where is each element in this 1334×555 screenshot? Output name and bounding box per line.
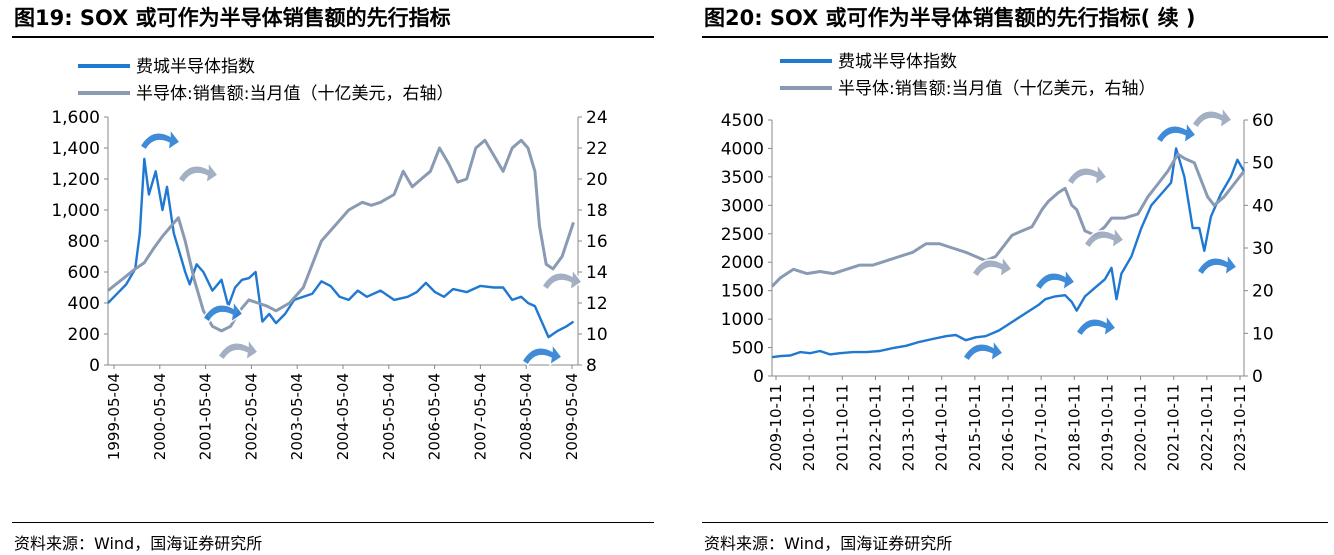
y-tick-label-left: 1,000 <box>51 201 100 221</box>
source-note: 资料来源：Wind，国海证券研究所 <box>704 534 953 553</box>
y-tick-label-left: 0 <box>753 367 764 387</box>
series-line-sox <box>771 147 1246 359</box>
y-tick-label-left: 1000 <box>721 310 764 330</box>
chart-title: 图20: SOX 或可作为半导体销售额的先行指标( 续 ) <box>704 6 1196 30</box>
x-tick-label: 1999-05-04 <box>105 373 123 460</box>
x-tick-label: 2006-05-04 <box>426 373 444 460</box>
y-tick-label-left: 1,400 <box>51 139 100 159</box>
y-tick-label-right: 30 <box>1252 239 1274 259</box>
trend-arrow-icon <box>1195 251 1239 277</box>
chart-panel-fig20: 图20: SOX 或可作为半导体销售额的先行指标( 续 ) 费城半导体指数半导体… <box>690 0 1334 555</box>
legend-label: 费城半导体指数 <box>136 57 255 77</box>
x-tick-label: 2012-10-11 <box>866 384 884 471</box>
x-tick-label: 2008-05-04 <box>517 373 535 460</box>
x-tick-label: 2003-05-04 <box>288 373 306 460</box>
x-tick-label: 2004-05-04 <box>334 373 352 460</box>
title-divider <box>702 36 1328 38</box>
y-tick-label-right: 24 <box>586 108 608 128</box>
x-tick-label: 2005-05-04 <box>380 373 398 460</box>
series-line-sales <box>107 138 575 333</box>
y-tick-label-right: 0 <box>1252 367 1263 387</box>
series-line-sales <box>770 152 1246 288</box>
y-tick-label-left: 2000 <box>721 253 764 273</box>
y-tick-label-right: 12 <box>586 294 608 314</box>
x-tick-label: 2009-10-11 <box>767 384 785 471</box>
y-tick-label-left: 4500 <box>721 111 764 131</box>
x-tick-label: 2010-10-11 <box>800 384 818 471</box>
source-divider <box>702 522 1328 523</box>
trend-arrow-icon <box>1065 161 1109 187</box>
y-tick-label-left: 1500 <box>721 282 764 302</box>
y-tick-label-left: 2500 <box>721 225 764 245</box>
x-tick-label: 2007-05-04 <box>471 373 489 460</box>
legend-label: 费城半导体指数 <box>838 52 957 72</box>
x-tick-label: 2020-10-11 <box>1132 384 1150 471</box>
x-tick-label: 2002-05-04 <box>242 373 260 460</box>
legend-label: 半导体:销售额:当月值（十亿美元，右轴） <box>838 79 1155 99</box>
x-tick-label: 2000-05-04 <box>151 373 169 460</box>
x-tick-label: 2019-10-11 <box>1098 384 1116 471</box>
trend-arrow-icon <box>1154 119 1198 145</box>
series-line-sox <box>107 157 575 339</box>
trend-arrow-icon <box>216 336 260 362</box>
trend-arrow-icon <box>520 341 564 367</box>
y-tick-label-right: 10 <box>586 325 608 345</box>
title-divider <box>12 36 654 38</box>
trend-arrow-icon <box>970 253 1014 279</box>
x-tick-label: 2011-10-11 <box>833 384 851 471</box>
y-tick-label-right: 20 <box>586 170 608 190</box>
x-tick-label: 2022-10-11 <box>1198 384 1216 471</box>
y-tick-label-right: 50 <box>1252 154 1274 174</box>
y-tick-label-left: 3000 <box>721 196 764 216</box>
chart-panel-fig19: 图19: SOX 或可作为半导体销售额的先行指标 费城半导体指数半导体:销售额:… <box>0 0 660 555</box>
y-tick-label-left: 500 <box>732 339 764 359</box>
y-tick-label-left: 3500 <box>721 168 764 188</box>
trend-arrow-icon <box>540 266 584 292</box>
trend-arrow-icon <box>1033 266 1077 292</box>
y-tick-label-right: 14 <box>586 263 608 283</box>
x-tick-label: 2023-10-11 <box>1231 384 1249 471</box>
x-tick-label: 2001-05-04 <box>197 373 215 460</box>
trend-arrow-icon <box>201 298 245 324</box>
y-tick-label-right: 8 <box>586 356 597 376</box>
x-tick-label: 2014-10-11 <box>933 384 951 471</box>
trend-arrow-icon <box>176 159 220 185</box>
trend-arrow-icon <box>1074 312 1118 338</box>
y-tick-label-right: 22 <box>586 139 608 159</box>
x-tick-label: 2015-10-11 <box>966 384 984 471</box>
y-tick-label-right: 20 <box>1252 282 1274 302</box>
source-note: 资料来源：Wind，国海证券研究所 <box>14 534 263 553</box>
y-tick-label-left: 1,600 <box>51 108 100 128</box>
trend-arrow-icon <box>1190 104 1234 130</box>
x-tick-label: 2016-10-11 <box>999 384 1017 471</box>
y-tick-label-left: 800 <box>68 232 100 252</box>
y-tick-label-right: 16 <box>586 232 608 252</box>
source-divider <box>12 522 654 523</box>
trend-arrow-icon <box>961 337 1005 363</box>
y-tick-label-right: 10 <box>1252 324 1274 344</box>
trend-arrow-icon <box>1082 224 1126 250</box>
legend-label: 半导体:销售额:当月值（十亿美元，右轴） <box>136 84 453 104</box>
y-tick-label-left: 200 <box>68 325 100 345</box>
y-tick-label-right: 60 <box>1252 111 1274 131</box>
y-tick-label-left: 0 <box>89 356 100 376</box>
x-tick-label: 2013-10-11 <box>900 384 918 471</box>
x-tick-label: 2018-10-11 <box>1065 384 1083 471</box>
x-tick-label: 2017-10-11 <box>1032 384 1050 471</box>
y-tick-label-right: 18 <box>586 201 608 221</box>
y-tick-label-left: 4000 <box>721 139 764 159</box>
y-tick-label-left: 1,200 <box>51 170 100 190</box>
trend-arrow-icon <box>138 126 182 152</box>
x-tick-label: 2009-05-04 <box>563 373 581 460</box>
x-tick-label: 2021-10-11 <box>1165 384 1183 471</box>
chart-title: 图19: SOX 或可作为半导体销售额的先行指标 <box>14 6 451 30</box>
y-tick-label-right: 40 <box>1252 196 1274 216</box>
y-tick-label-left: 600 <box>68 263 100 283</box>
chart-fig20: 费城半导体指数半导体:销售额:当月值（十亿美元，右轴）0500100015002… <box>721 52 1274 471</box>
y-tick-label-left: 400 <box>68 294 100 314</box>
